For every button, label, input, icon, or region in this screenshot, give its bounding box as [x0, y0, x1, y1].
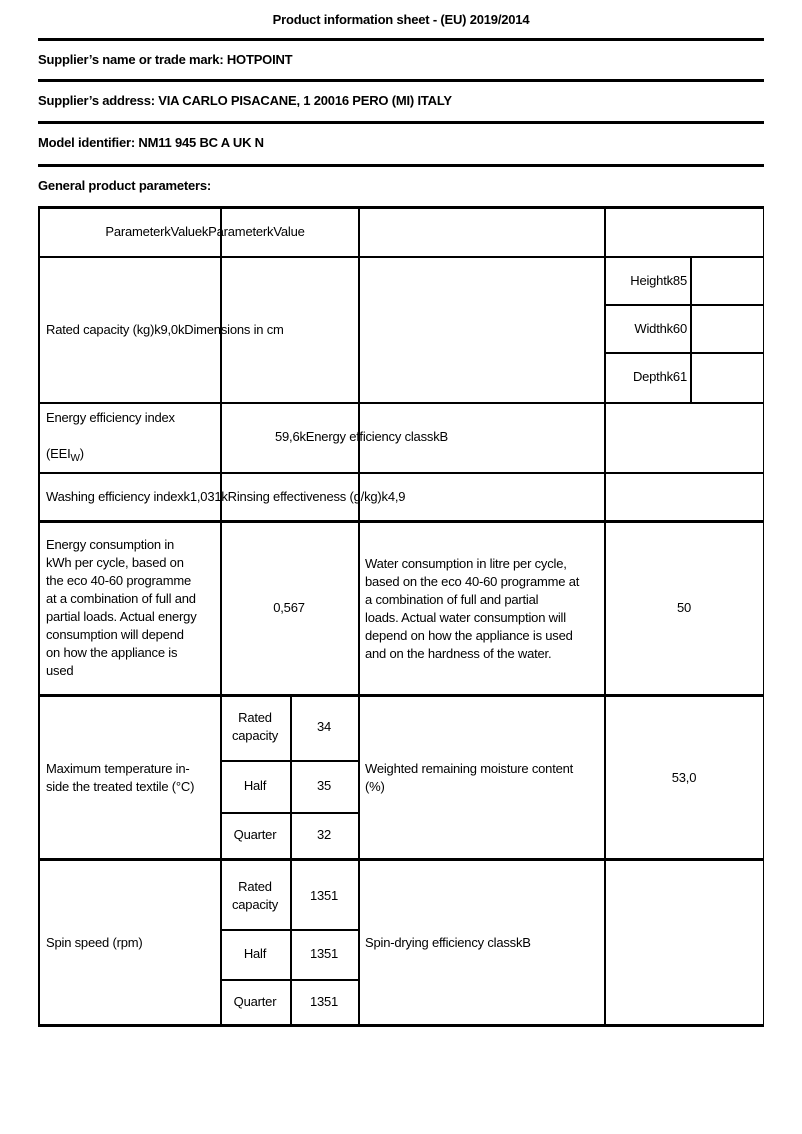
dimension-height-cell: Heightk85: [630, 273, 687, 288]
washing-row-text: Washing efficiency indexk1,031kRinsing e…: [46, 489, 406, 504]
table-border: [690, 256, 692, 404]
table-border: [38, 520, 764, 523]
max-temperature-label: Maximum temperature in- side the treated…: [46, 761, 195, 794]
spin-quarter-value: 1351: [309, 994, 339, 1009]
divider: [38, 38, 764, 41]
eei-subscript: W: [70, 453, 80, 464]
supplier-name-line: Supplier’s name or trade mark: HOTPOINT: [38, 52, 293, 67]
table-border: [38, 472, 764, 474]
spin-half-label: Half: [243, 946, 267, 961]
model-identifier-line: Model identifier: NM11 945 BC A UK N: [38, 135, 264, 150]
supplier-address-line: Supplier’s address: VIA CARLO PISACANE, …: [38, 93, 452, 108]
table-border: [38, 858, 764, 861]
spin-half-value: 1351: [309, 946, 339, 961]
table-border: [38, 694, 764, 697]
temp-half-label: Half: [243, 778, 267, 793]
table-border: [221, 929, 358, 931]
eei-value-text: 59,6kEnergy efficiency classkB: [275, 429, 448, 444]
table-border: [221, 979, 358, 981]
table-border: [221, 760, 358, 762]
table-border: [38, 1024, 764, 1027]
table-border: [605, 304, 764, 306]
temp-rated-capacity-label: Rated capacity: [231, 710, 279, 743]
table-border: [605, 352, 764, 354]
moisture-label: Weighted remaining moisture content (%): [365, 761, 574, 794]
energy-consumption-value: 0,567: [273, 600, 305, 615]
table-border: [220, 206, 222, 1027]
spin-class-text: Spin-drying efficiency classkB: [365, 935, 531, 950]
temp-quarter-label: Quarter: [233, 827, 277, 842]
rated-capacity-row-text: Rated capacity (kg)k9,0kDimensions in cm: [46, 322, 284, 337]
spin-quarter-label: Quarter: [233, 994, 277, 1009]
temp-quarter-value: 32: [316, 827, 332, 842]
eei-label-line2: (EEIW): [46, 446, 84, 464]
temp-rated-capacity-value: 34: [316, 719, 332, 734]
table-border: [38, 206, 40, 1027]
divider: [38, 121, 764, 124]
table-border: [290, 694, 292, 1025]
eei-label-line1: Energy efficiency index: [46, 410, 175, 425]
dimension-depth-cell: Depthk61: [632, 369, 687, 384]
table-border: [221, 812, 358, 814]
table-border: [762, 206, 764, 1027]
table-border: [38, 402, 764, 404]
eei-label: Energy efficiency index (EEIW): [46, 391, 175, 483]
spin-speed-label: Spin speed (rpm): [46, 935, 143, 950]
page-title: Product information sheet - (EU) 2019/20…: [272, 12, 530, 27]
dimension-width-cell: Widthk60: [634, 321, 687, 336]
water-consumption-label: Water consumption in litre per cycle, ba…: [365, 556, 580, 661]
spin-rated-capacity-value: 1351: [309, 888, 339, 903]
moisture-value: 53,0: [671, 770, 697, 785]
table-border: [604, 206, 606, 1027]
temp-half-value: 35: [316, 778, 332, 793]
table-border: [358, 206, 360, 1027]
divider: [38, 79, 764, 82]
table-border: [38, 256, 764, 258]
table-header-text: ParameterkValuekParameterkValue: [105, 224, 305, 239]
energy-consumption-label: Energy consumption in kWh per cycle, bas…: [46, 537, 197, 678]
water-consumption-value: 50: [676, 600, 692, 615]
table-border: [38, 206, 764, 209]
divider: [38, 164, 764, 167]
section-label: General product parameters:: [38, 178, 212, 193]
spin-rated-capacity-label: Rated capacity: [231, 879, 279, 912]
